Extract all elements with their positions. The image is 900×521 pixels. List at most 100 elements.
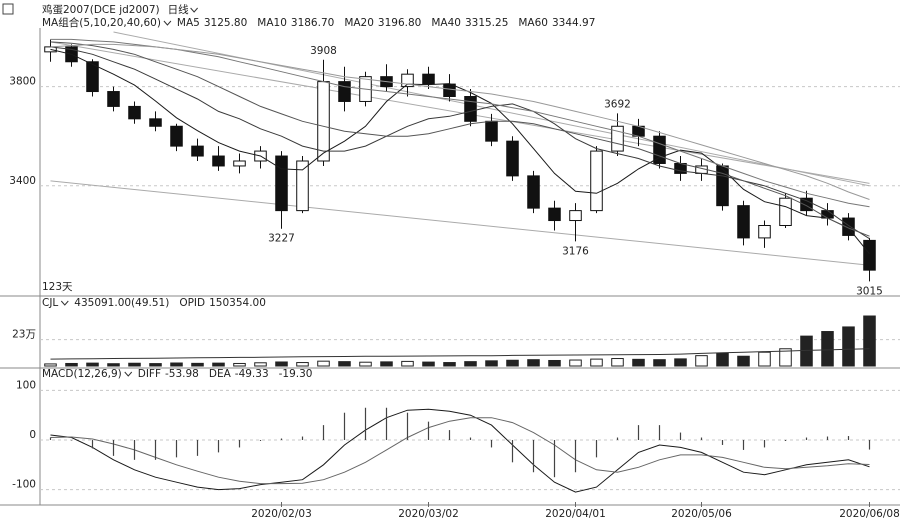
price-annotation: 3176: [562, 245, 589, 257]
volume-bar: [590, 358, 603, 367]
volume-bar: [527, 359, 540, 367]
volume-bar: [65, 362, 78, 367]
volume-bar: [611, 358, 624, 367]
indicator-title: MA组合(5,10,20,40,60): [42, 16, 161, 29]
indicator-line: [50, 43, 870, 200]
dropdown-chevron: [60, 300, 69, 306]
legend-name: DEA: [209, 368, 232, 380]
volume-bar: [380, 361, 393, 367]
candle-body: [191, 145, 204, 157]
candle-body: [590, 150, 603, 212]
candle-body: [737, 205, 750, 239]
y-tick-label: 3800: [9, 76, 36, 88]
legend-value: -49.33: [235, 368, 269, 380]
volume-bar: [233, 362, 246, 367]
price-annotation: 3692: [604, 98, 631, 110]
legend-name: MA20: [344, 17, 374, 29]
legend-value: -19.30: [279, 368, 313, 380]
candle-body: [296, 160, 309, 212]
y-tick-label: 3400: [9, 175, 36, 187]
volume-bar: [317, 360, 330, 367]
candle-body: [86, 61, 99, 93]
volume-bar: [191, 362, 204, 367]
dropdown-chevron: [163, 20, 172, 26]
volume-bar: [863, 315, 876, 367]
candle-body: [233, 160, 246, 167]
trend-line: [50, 41, 870, 184]
candle-body: [485, 120, 498, 142]
indicator-line: [50, 417, 870, 485]
x-tick-label: 2020/04/01: [545, 508, 606, 520]
candle-body: [569, 210, 582, 222]
volume-bar: [443, 362, 456, 367]
candle-body: [149, 118, 162, 127]
volume-bar: [779, 348, 792, 367]
indicator-line: [50, 348, 870, 360]
volume-bar: [464, 361, 477, 367]
candle-body: [758, 225, 771, 239]
volume-bar: [359, 361, 372, 367]
indicator-line: [50, 408, 870, 493]
instrument-name: 鸡蛋2007(DCE jd2007): [42, 3, 160, 16]
volume-bar: [737, 355, 750, 367]
candle-body: [842, 217, 855, 236]
candle-body: [317, 81, 330, 162]
candle-body: [443, 83, 456, 97]
candle-body: [107, 91, 120, 107]
y-tick-label: -100: [12, 479, 36, 491]
legend-value: -53.98: [165, 368, 199, 380]
volume-bar: [44, 363, 57, 367]
indicator-line: [50, 41, 870, 237]
x-tick-label: 2020/02/03: [251, 508, 312, 520]
legend-value: 3186.70: [291, 17, 334, 29]
candle-body: [170, 125, 183, 147]
volume-bar: [338, 361, 351, 367]
candle-body: [863, 239, 876, 271]
price-annotation: 3227: [268, 233, 295, 245]
candle-body: [422, 73, 435, 85]
volume-bar: [275, 361, 288, 367]
dropdown-chevron: [190, 7, 198, 13]
candle-body: [506, 140, 519, 177]
volume-bar: [569, 359, 582, 367]
indicator-line: [50, 38, 870, 208]
volume-bar: [212, 362, 225, 367]
volume-bar: [758, 351, 771, 367]
legend-value: 3196.80: [378, 17, 421, 29]
candle-body: [674, 162, 687, 174]
volume-bar: [548, 359, 561, 367]
candle-body: [800, 197, 813, 212]
period-selector: 日线: [168, 3, 189, 16]
volume-bar: [842, 326, 855, 367]
trend-line: [50, 180, 870, 266]
volume-bar: [506, 359, 519, 367]
legend-name: MA10: [257, 17, 287, 29]
volume-bar: [653, 359, 666, 367]
volume-bar: [296, 362, 309, 367]
candle-body: [611, 125, 624, 152]
indicator-title: MACD(12,26,9): [42, 368, 122, 380]
volume-bar: [632, 358, 645, 367]
candle-body: [338, 81, 351, 102]
volume-bar: [128, 362, 141, 367]
candle-body: [548, 207, 561, 222]
candle-body: [128, 105, 141, 120]
volume-bar: [170, 362, 183, 367]
legend-value: 3125.80: [204, 17, 247, 29]
indicator-line: [50, 46, 870, 240]
candle-body: [464, 96, 477, 122]
legend-name: OPID: [179, 297, 205, 309]
candle-body: [527, 175, 540, 209]
y-tick-label: 100: [16, 379, 36, 391]
legend-value: 150354.00: [209, 297, 266, 309]
indicator-line: [50, 48, 870, 255]
volume-bar: [149, 363, 162, 367]
legend-value: 3315.25: [465, 17, 508, 29]
indicator-title: CJL: [42, 297, 58, 309]
candle-body: [716, 165, 729, 207]
x-tick-label: 2020/03/02: [398, 508, 459, 520]
legend-value: 3344.97: [552, 17, 595, 29]
price-annotation: 3908: [310, 45, 337, 57]
legend-name: MA5: [177, 17, 200, 29]
